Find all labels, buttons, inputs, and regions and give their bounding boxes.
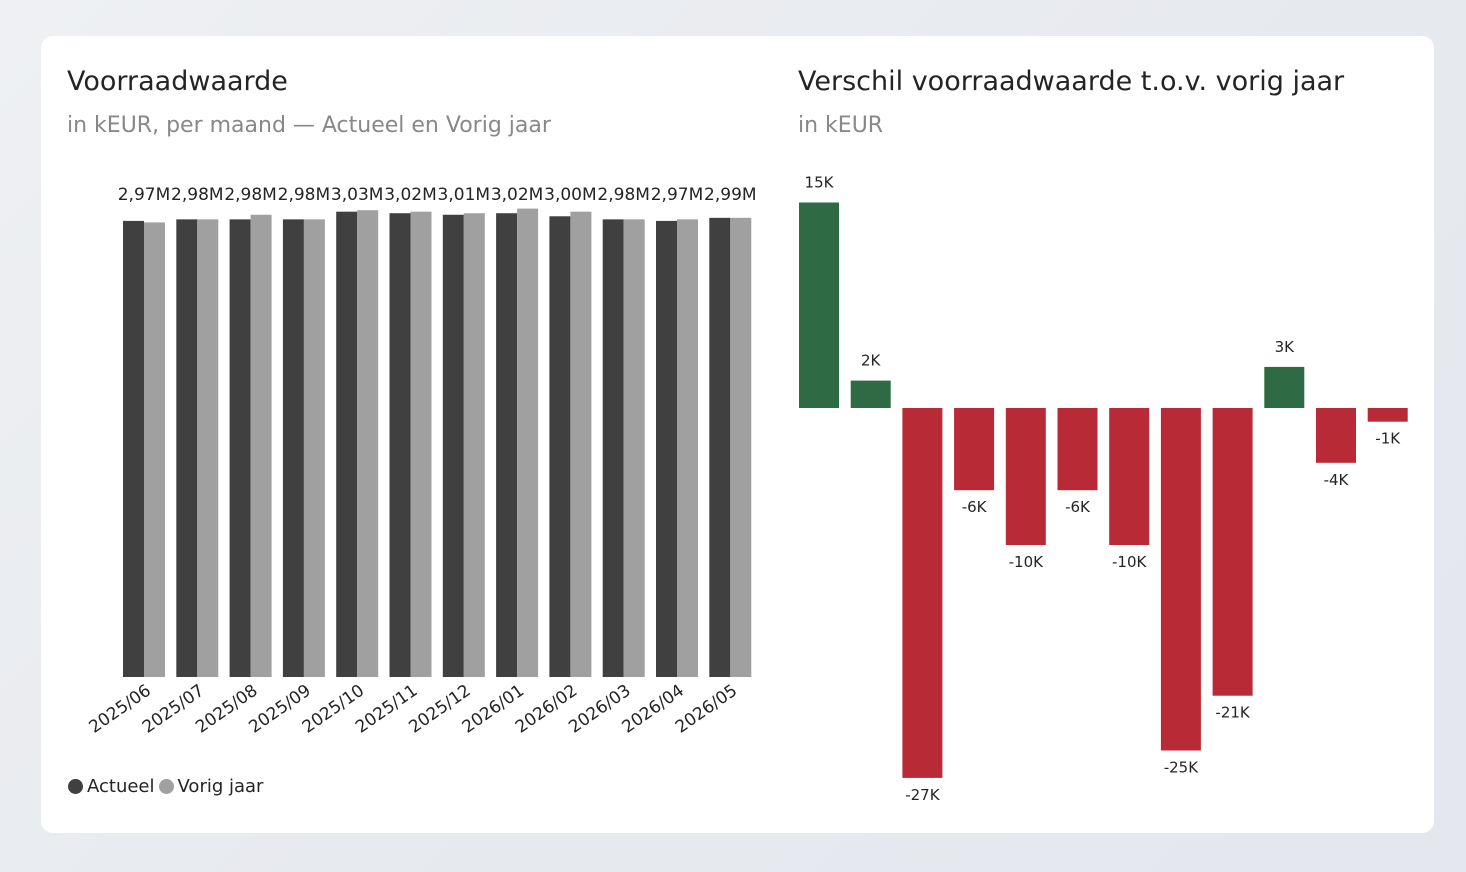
legend-item-actual[interactable]: Actueel	[68, 776, 155, 797]
legend-dot-actual-icon	[68, 779, 83, 794]
data-label: 3,01M	[438, 185, 491, 205]
bar-prior-year	[410, 211, 432, 677]
bar-actual	[282, 219, 304, 677]
inventory-chart-title: Voorraadwaarde	[67, 66, 288, 97]
bar-actual	[442, 214, 464, 677]
bar-prior-year	[197, 219, 219, 677]
bar-actual	[496, 213, 518, 677]
bar-actual	[709, 217, 731, 678]
data-label: -27K	[905, 786, 940, 804]
bar-negative	[1367, 408, 1408, 422]
legend-label-prior-year: Vorig jaar	[177, 776, 264, 797]
variance-chart-subtitle: in kEUR	[798, 113, 884, 138]
data-label: 3,02M	[384, 185, 437, 205]
variance-chart-title: Verschil voorraadwaarde t.o.v. vorig jaa…	[798, 66, 1345, 97]
variance-panel: Verschil voorraadwaarde t.o.v. vorig jaa…	[771, 36, 1434, 833]
data-label: -21K	[1215, 704, 1250, 722]
data-label: -6K	[962, 498, 988, 516]
bar-negative	[1005, 408, 1046, 545]
legend-label-actual: Actueel	[87, 776, 155, 797]
data-label: -1K	[1375, 430, 1401, 448]
bar-negative	[1316, 408, 1356, 463]
data-label: 2,99M	[704, 185, 757, 205]
bar-prior-year	[357, 210, 379, 677]
bar-prior-year	[250, 214, 272, 677]
data-label: 2,97M	[118, 185, 171, 205]
data-label: -6K	[1065, 498, 1091, 516]
bar-actual	[602, 219, 624, 677]
report-card: Voorraadwaarde in kEUR, per maand — Actu…	[41, 36, 1434, 833]
bar-negative	[1109, 408, 1150, 545]
data-label: 3K	[1275, 338, 1296, 356]
bar-positive	[799, 202, 839, 408]
data-label: 2,97M	[651, 185, 704, 205]
bar-prior-year	[303, 219, 325, 677]
data-label: 3,03M	[331, 185, 384, 205]
bar-actual	[229, 219, 251, 677]
legend-item-prior-year[interactable]: Vorig jaar	[158, 776, 264, 797]
bar-negative	[902, 408, 943, 778]
bar-prior-year	[144, 222, 165, 677]
bar-negative	[1160, 408, 1201, 751]
bar-actual	[389, 213, 411, 677]
data-label: -10K	[1112, 553, 1147, 571]
chart-legend: Actueel Vorig jaar	[68, 776, 267, 797]
data-label: 2,98M	[597, 185, 650, 205]
data-label: 2,98M	[171, 185, 224, 205]
bar-actual	[549, 216, 571, 678]
inventory-bar-chart: 2,97M2025/062,98M2025/072,98M2025/082,98…	[86, 185, 757, 738]
bar-negative	[1057, 408, 1098, 491]
variance-bar-chart: 15K 2K -27K -6K -10K -6K -10K -25K -21K 3K -4K -1K	[799, 174, 1408, 804]
bar-actual	[336, 211, 358, 677]
bar-negative	[1212, 408, 1253, 696]
data-label: -10K	[1009, 553, 1044, 571]
data-label: 2,98M	[224, 185, 277, 205]
bar-actual	[176, 219, 198, 677]
bar-prior-year	[623, 219, 645, 677]
bar-actual	[123, 220, 144, 677]
bar-prior-year	[677, 219, 698, 677]
bar-positive	[1264, 366, 1305, 408]
bar-negative	[954, 408, 995, 491]
legend-dot-prior-year-icon	[158, 779, 174, 794]
bar-prior-year	[730, 217, 752, 678]
data-label: 2,98M	[278, 185, 331, 205]
bar-prior-year	[570, 211, 592, 677]
data-label: 2K	[861, 352, 882, 370]
data-label: 15K	[805, 174, 835, 192]
bar-prior-year	[517, 208, 539, 677]
bar-actual	[656, 220, 677, 677]
bar-positive	[850, 380, 891, 408]
data-label: -4K	[1324, 471, 1350, 489]
bar-prior-year	[463, 213, 485, 677]
inventory-chart-subtitle: in kEUR, per maand — Actueel en Vorig ja…	[67, 113, 551, 138]
inventory-value-panel: Voorraadwaarde in kEUR, per maand — Actu…	[41, 36, 771, 833]
data-label: 3,00M	[544, 185, 597, 205]
data-label: -25K	[1164, 759, 1199, 777]
data-label: 3,02M	[491, 185, 544, 205]
